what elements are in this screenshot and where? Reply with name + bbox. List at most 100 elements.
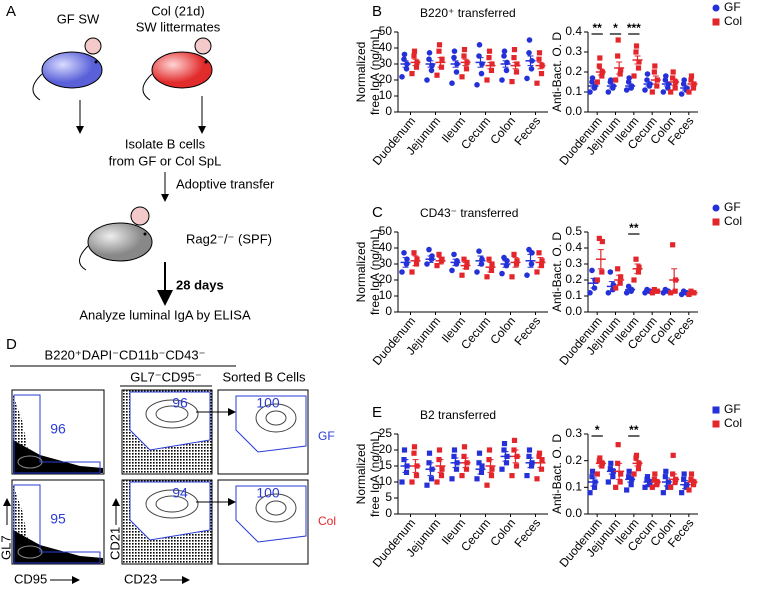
row-label: Col — [318, 514, 336, 528]
point — [589, 474, 595, 480]
legend-swatch — [712, 420, 720, 428]
point — [589, 75, 596, 81]
point — [635, 269, 642, 275]
y-tick-label: 20 — [379, 72, 393, 86]
point — [399, 269, 405, 275]
point — [536, 56, 542, 62]
point — [451, 54, 457, 61]
y-tick-label: 10 — [379, 88, 393, 102]
point — [589, 468, 596, 474]
point — [633, 452, 640, 458]
point — [476, 460, 482, 466]
point — [681, 471, 687, 477]
point — [449, 80, 455, 86]
point — [474, 82, 480, 88]
y-tick-label: 0.1 — [565, 84, 582, 98]
legend-swatch — [712, 204, 720, 212]
label: SW littermates — [136, 19, 221, 34]
point — [409, 479, 415, 485]
y-tick-label: 0.2 — [565, 453, 582, 467]
point — [660, 490, 666, 496]
point — [449, 476, 455, 482]
y-tick-label: 0.0 — [565, 104, 582, 118]
point — [644, 474, 651, 480]
point — [476, 248, 482, 254]
point — [633, 455, 639, 461]
point — [635, 65, 642, 71]
point — [459, 74, 465, 80]
point — [688, 288, 694, 294]
y-tick-label: 0.3 — [565, 426, 582, 440]
point — [439, 466, 445, 472]
point — [413, 473, 420, 479]
point — [652, 471, 658, 477]
point — [499, 270, 505, 277]
point — [649, 290, 655, 296]
point — [670, 242, 676, 248]
y-tick-label: 0.3 — [565, 44, 582, 58]
point — [488, 473, 495, 479]
point — [594, 277, 600, 283]
point — [670, 69, 676, 75]
point — [476, 450, 483, 456]
y-tick-label: 0.5 — [565, 224, 582, 238]
label: from GF or Col SpL — [109, 153, 222, 168]
point — [686, 487, 692, 493]
y-tick-label: 0 — [385, 104, 392, 118]
point — [451, 48, 458, 54]
point — [463, 264, 470, 270]
gate-value: 95 — [50, 511, 66, 527]
point — [672, 85, 678, 91]
point — [654, 83, 660, 89]
flow-panel: B220⁺DAPI⁻CD11b⁻CD43⁻ GL7⁻CD95⁻ Sorted B… — [0, 347, 336, 586]
point — [539, 457, 545, 463]
chart-title: B220⁺ transferred — [420, 6, 516, 20]
legend-swatch — [712, 18, 720, 26]
point — [488, 267, 495, 273]
point — [411, 250, 417, 256]
y-tick-label: 15 — [379, 458, 393, 472]
point — [589, 267, 595, 274]
point — [488, 67, 495, 73]
gate-value: 100 — [256, 395, 280, 411]
point — [453, 69, 460, 75]
point — [401, 51, 408, 58]
gate-value: 96 — [50, 421, 66, 437]
point — [411, 48, 418, 54]
point — [623, 87, 630, 93]
point — [617, 479, 623, 485]
point — [536, 450, 543, 456]
point — [678, 91, 685, 97]
y-axis-label: Normalized — [354, 444, 368, 505]
point — [524, 272, 530, 279]
point — [463, 66, 470, 72]
y-tick-label: 0.4 — [565, 240, 582, 254]
point — [449, 267, 455, 274]
point — [668, 89, 674, 95]
point — [536, 50, 543, 56]
point — [642, 87, 648, 93]
point — [587, 89, 593, 95]
y-tick-label: 30 — [379, 256, 393, 270]
point — [474, 476, 480, 482]
point — [596, 63, 602, 69]
point — [451, 453, 457, 459]
point — [605, 479, 611, 485]
point — [636, 264, 642, 270]
label: Col (21d) — [151, 3, 204, 18]
point — [631, 73, 637, 79]
point — [536, 453, 542, 459]
point — [439, 256, 445, 262]
point — [461, 256, 467, 262]
label: Isolate B cells — [125, 136, 206, 151]
point — [484, 77, 490, 83]
point — [438, 473, 445, 479]
point — [628, 482, 634, 488]
point — [636, 59, 642, 65]
y-tick-label: 10 — [379, 288, 393, 302]
point — [613, 77, 619, 83]
point — [459, 473, 465, 479]
y-axis-label: Anti-Bact. O. D — [550, 32, 564, 112]
point — [651, 69, 657, 75]
y-axis-label: Anti-Bact. O. D — [550, 434, 564, 514]
